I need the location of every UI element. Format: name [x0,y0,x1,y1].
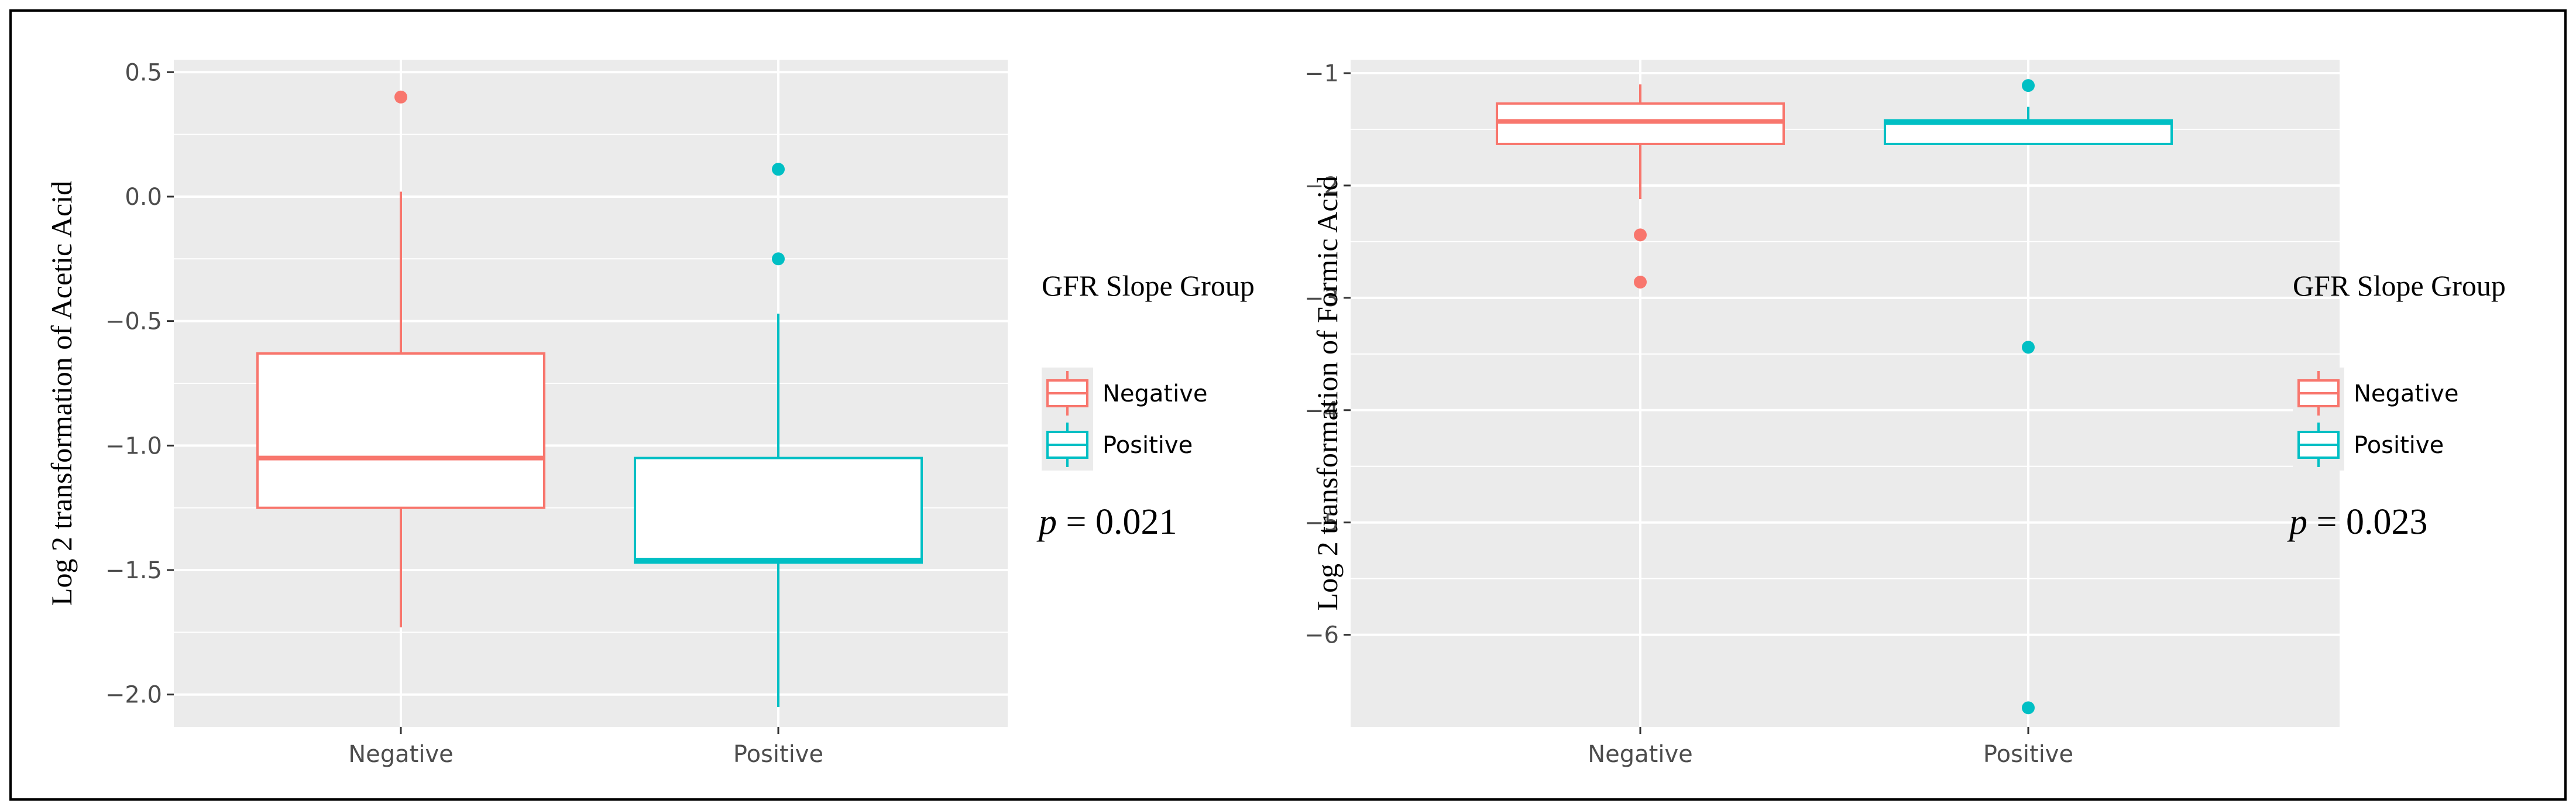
box-positive [634,163,923,707]
x-tick-label: Negative [1588,741,1693,768]
outlier-point [394,90,407,104]
chart-panel-1: 0.5 0.0 −0.5 −1.0 −1.5 −2.0 Negative Positive Lo… [45,59,1255,768]
legend-title: GFR Slope Group [1042,269,1255,302]
x-tick-label: Positive [1983,741,2073,768]
iqr-box [256,352,545,509]
legend-key-negative [2293,368,2344,419]
y-tick-label: −1.0 [105,433,162,459]
chart-panel-2: −1 −2 −3 −4 −5 −6 Negative Positive Log 2 transf… [1304,60,2506,768]
legend-key-positive [2293,419,2344,471]
y-tick-label: −2.0 [105,682,162,709]
outlier-point [772,252,785,266]
x-tick-label: Negative [348,741,454,768]
legend-label: Negative [2354,380,2459,407]
legend-label: Negative [1102,380,1208,407]
box-positive [1884,79,2173,715]
outlier-point [1634,276,1647,289]
legend-label: Positive [2354,432,2444,459]
outlier-point [1634,228,1647,242]
legend-key-negative [1042,368,1093,419]
y-tick-label: −1 [1304,60,1339,87]
y-tick-label: −2 [1304,173,1339,200]
p-value-text: = 0.021 [1057,502,1177,542]
y-axis-title: Log 2 transformation of Formic Acid [1311,176,1344,611]
plot-panel [1351,60,2340,727]
y-axis-title: Log 2 transformation of Acetic Acid [45,181,78,606]
p-value-symbol: p [1036,502,1057,542]
y-tick-label: 0.0 [125,184,162,211]
iqr-box [634,457,923,564]
p-value-symbol: p [2287,502,2307,542]
legend-key-positive [1042,419,1093,471]
box-negative [256,90,545,627]
x-tick-label: Positive [733,741,823,768]
p-value-text: = 0.023 [2307,502,2427,542]
outlier-point [2022,79,2035,92]
legend: GFR Slope Group Negative Positive [2293,269,2506,471]
legend-label: Positive [1102,432,1193,459]
box-negative [1496,84,1785,289]
legend: GFR Slope Group Negative Positive [1042,269,1255,471]
outlier-point [2022,341,2035,354]
y-tick-label: −0.5 [105,308,162,335]
outlier-point [2022,701,2035,715]
y-tick-label: −4 [1304,397,1339,424]
y-tick-label: −6 [1304,622,1339,649]
p-value-annotation: p = 0.021 [1036,502,1177,542]
legend-title: GFR Slope Group [2293,269,2506,302]
p-value-annotation: p = 0.023 [2287,502,2427,542]
y-tick-label: −1.5 [105,557,162,584]
y-tick-label: −5 [1304,510,1339,537]
y-tick-label: 0.5 [125,59,162,86]
outlier-point [772,163,785,176]
y-tick-label: −3 [1304,285,1339,312]
